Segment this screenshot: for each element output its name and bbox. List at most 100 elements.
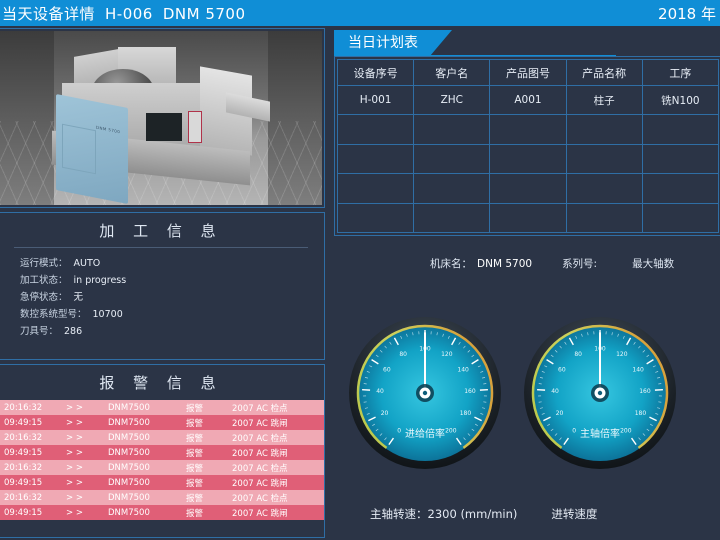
info-value: 无 — [73, 292, 84, 303]
table-cell — [641, 173, 720, 204]
alarm-code: 2007 AC 跳闸 — [232, 448, 288, 459]
gauge-feed-override: 020406080100120140160180200进给倍率 — [348, 316, 502, 470]
gauge-tick-label: 40 — [551, 388, 559, 395]
table-cell — [641, 114, 720, 145]
gauge-tick-label: 20 — [381, 410, 389, 417]
info-row-process-state: 加工状态： in progress — [20, 272, 324, 289]
header-machine-model: DNM 5700 — [162, 4, 246, 23]
meta-machine-name: 机床名： DNM 5700 — [430, 256, 532, 271]
machine-render-panel: DNM 5700 — [0, 28, 325, 208]
alarm-arrow: > > — [66, 477, 83, 488]
gauge-spindle-override: 020406080100120140160180200主轴倍率 — [523, 316, 677, 470]
plan-table-body: H-001 ZHC A001 柱子 铣N100 — [336, 84, 720, 234]
alarm-info-title: 报 警 信 息 — [99, 374, 223, 392]
readout-feed-speed: 进转速度 — [551, 506, 597, 522]
machine-window — [146, 113, 182, 141]
gauge-tick-label: 180 — [460, 410, 472, 417]
table-cell: A001 — [489, 84, 567, 116]
table-column-header: 设备序号 — [336, 59, 415, 86]
title-divider — [14, 247, 308, 248]
alarm-row[interactable]: 20:16:32 > > DNM7500 报警 2007 AC 检点 — [0, 400, 324, 415]
alarm-row[interactable]: 09:49:15 > > DNM7500 报警 2007 AC 跳闸 — [0, 505, 324, 520]
plan-table-tab[interactable]: 当日计划表 — [334, 30, 452, 56]
info-row-estop-state: 急停状态： 无 — [20, 289, 324, 306]
alarm-kind: 报警 — [186, 433, 204, 444]
alarm-code: 2007 AC 检点 — [232, 493, 288, 504]
alarm-row[interactable]: 09:49:15 > > DNM7500 报警 2007 AC 跳闸 — [0, 415, 324, 430]
alarm-time: 09:49:15 — [4, 477, 43, 488]
readout-label: 进转速度 — [551, 507, 598, 521]
plan-table: 设备序号 客户名 产品图号 产品名称 工序 H-001 ZHC A001 柱子 铣N100 — [336, 59, 720, 234]
alarm-kind: 报警 — [186, 463, 204, 474]
info-label: 运行模式： — [20, 258, 68, 269]
alarm-row[interactable]: 20:16:32 > > DNM7500 报警 2007 AC 检点 — [0, 490, 324, 505]
machine-panel-slot — [188, 111, 202, 143]
table-cell — [565, 114, 643, 145]
alarm-list[interactable]: 20:16:32 > > DNM7500 报警 2007 AC 检点 09:49:15 > … — [0, 400, 324, 520]
gauge-svg: 020406080100120140160180200进给倍率 — [349, 317, 501, 469]
gauge-tick-label: 140 — [457, 367, 469, 374]
gauge-title: 主轴倍率 — [580, 427, 620, 440]
alarm-kind: 报警 — [186, 493, 204, 504]
alarm-code: 2007 AC 跳闸 — [232, 418, 288, 429]
table-column-header: 产品名称 — [565, 59, 643, 86]
readout-unit: (mm/min) — [460, 507, 518, 521]
info-value: 286 — [64, 326, 83, 337]
plan-table-head: 设备序号 客户名 产品图号 产品名称 工序 — [336, 59, 720, 86]
alarm-row[interactable]: 09:49:15 > > DNM7500 报警 2007 AC 跳闸 — [0, 445, 324, 460]
table-cell: 铣N100 — [641, 84, 720, 116]
gauge-tick-label: 60 — [558, 367, 566, 374]
info-value: 10700 — [92, 309, 123, 320]
image-left-gradient — [0, 31, 54, 205]
alarm-arrow: > > — [66, 447, 83, 458]
header-left-group: 当天设备详情 H-006 DNM 5700 — [2, 3, 246, 24]
table-cell — [336, 202, 415, 234]
info-label: 加工状态： — [20, 275, 68, 286]
table-row[interactable] — [336, 173, 720, 204]
alarm-kind: 报警 — [186, 418, 204, 429]
gauge-title: 进给倍率 — [405, 427, 445, 440]
alarm-device: DNM7500 — [108, 432, 150, 443]
table-row[interactable] — [336, 114, 720, 145]
table-cell: ZHC — [413, 84, 491, 116]
readout-spindle-speed: 主轴转速：2300 (mm/min) — [370, 506, 517, 522]
gauge-tick-label: 80 — [399, 351, 407, 358]
table-cell — [489, 114, 567, 145]
alarm-time: 09:49:15 — [4, 447, 43, 458]
alarm-time: 09:49:15 — [4, 417, 43, 428]
gauge-tick-label: 160 — [464, 388, 476, 395]
alarm-row[interactable]: 20:16:32 > > DNM7500 报警 2007 AC 检点 — [0, 460, 324, 475]
alarm-code: 2007 AC 跳闸 — [232, 478, 288, 489]
table-cell — [641, 143, 720, 175]
alarm-code: 2007 AC 检点 — [232, 433, 288, 444]
info-label: 数控系统型号： — [20, 309, 87, 320]
info-row-run-mode: 运行模式： AUTO — [20, 255, 324, 272]
info-value: AUTO — [73, 258, 101, 269]
meta-label: 系列号: — [562, 258, 598, 270]
alarm-arrow: > > — [66, 417, 83, 428]
alarm-time: 20:16:32 — [4, 492, 43, 503]
alarm-device: DNM7500 — [108, 477, 150, 488]
table-row[interactable] — [336, 202, 720, 234]
table-cell: 柱子 — [565, 84, 643, 116]
alarm-row[interactable]: 09:49:15 > > DNM7500 报警 2007 AC 跳闸 — [0, 475, 324, 490]
table-cell — [413, 143, 491, 175]
table-cell — [489, 173, 567, 204]
table-cell — [489, 202, 567, 234]
table-cell — [336, 173, 415, 204]
alarm-time: 20:16:32 — [4, 432, 43, 443]
table-cell — [641, 202, 720, 234]
alarm-row[interactable]: 20:16:32 > > DNM7500 报警 2007 AC 检点 — [0, 430, 324, 445]
gauge-tick-label: 120 — [616, 351, 628, 358]
table-row[interactable]: H-001 ZHC A001 柱子 铣N100 — [336, 84, 720, 116]
readout-row: 主轴转速：2300 (mm/min) 进转速度 — [330, 506, 720, 522]
gauge-group: 020406080100120140160180200进给倍率 02040608… — [340, 316, 720, 476]
gauge-tick-label: 20 — [556, 410, 564, 417]
alarm-time: 20:16:32 — [4, 402, 43, 413]
table-cell: H-001 — [336, 84, 415, 116]
alarm-device: DNM7500 — [108, 462, 150, 473]
table-row[interactable] — [336, 143, 720, 175]
info-label: 刀具号： — [20, 326, 59, 337]
meta-value: DNM 5700 — [477, 258, 533, 270]
